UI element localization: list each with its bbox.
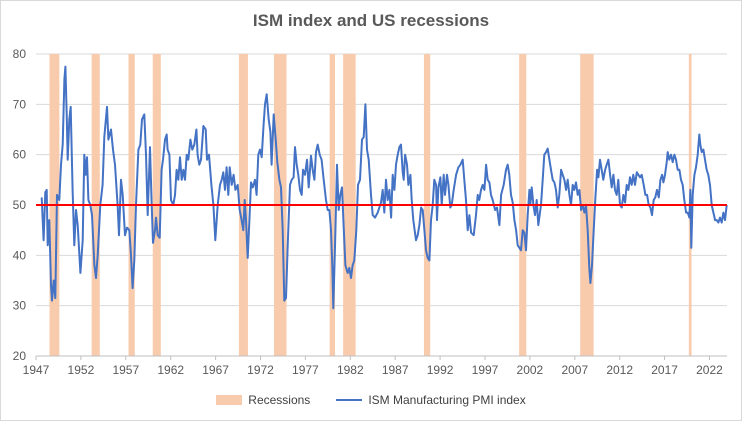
y-tick-label: 30 [13, 299, 27, 313]
x-tick-label: 2002 [517, 363, 544, 377]
x-tick-label: 1972 [247, 363, 274, 377]
x-tick-label: 1987 [382, 363, 409, 377]
x-tick-label: 1952 [68, 363, 95, 377]
legend-swatch-recessions [216, 395, 243, 405]
x-tick-label: 1977 [292, 363, 319, 377]
x-tick-label: 1957 [112, 363, 139, 377]
y-tick-label: 50 [13, 198, 27, 212]
x-tick-label: 1997 [472, 363, 499, 377]
y-tick-label: 20 [13, 349, 27, 363]
ism-pmi-line [40, 65, 728, 310]
legend-item-recessions: Recessions [216, 393, 310, 407]
x-tick-label: 1947 [23, 363, 50, 377]
x-tick-label: 1982 [337, 363, 364, 377]
y-tick-label: 70 [13, 97, 27, 111]
chart-title: ISM index and US recessions [252, 11, 490, 30]
legend-swatch-ism [336, 398, 363, 402]
x-tick-label: 1967 [202, 363, 229, 377]
legend-label-ism: ISM Manufacturing PMI index [368, 393, 526, 407]
x-tick-label: 2022 [696, 363, 723, 377]
x-tick-label: 2012 [606, 363, 633, 377]
y-tick-label: 40 [13, 248, 27, 262]
legend-item-ism: ISM Manufacturing PMI index [336, 393, 526, 407]
legend: Recessions ISM Manufacturing PMI index [1, 393, 741, 407]
x-tick-label: 2017 [651, 363, 678, 377]
legend-label-recessions: Recessions [248, 393, 311, 407]
y-tick-label: 60 [13, 148, 27, 162]
x-tick-label: 2007 [561, 363, 588, 377]
y-tick-label: 80 [13, 47, 27, 61]
x-tick-label: 1962 [157, 363, 184, 377]
x-tick-label: 1992 [427, 363, 454, 377]
